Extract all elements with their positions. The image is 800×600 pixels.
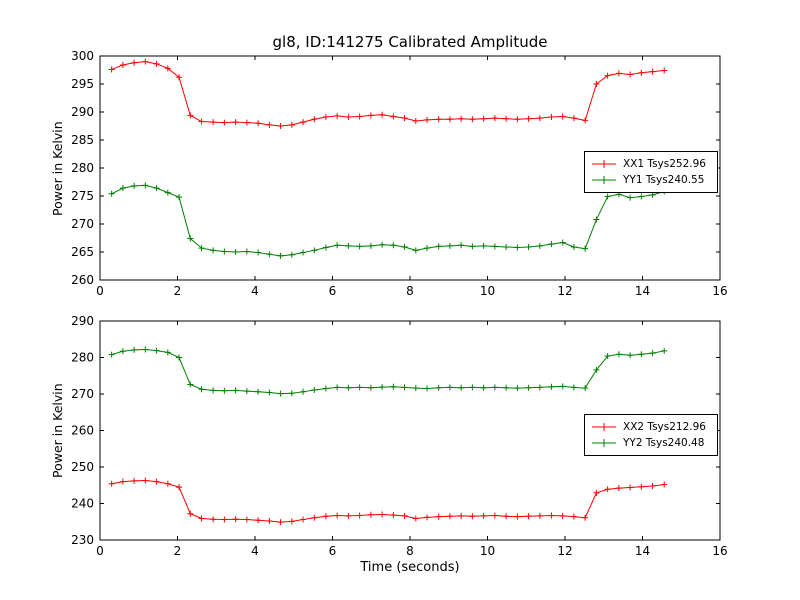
series-markers-xx2 xyxy=(108,477,668,526)
x-tick-label: 12 xyxy=(557,544,572,558)
y-tick-label: 295 xyxy=(71,77,94,91)
y-tick-label: 230 xyxy=(71,533,94,547)
x-tick-label: 8 xyxy=(406,284,414,298)
y-tick-label: 275 xyxy=(71,189,94,203)
x-tick-label: 4 xyxy=(251,544,259,558)
y-tick-label: 280 xyxy=(71,351,94,365)
series-line-yy1 xyxy=(111,184,665,257)
y-tick-label: 300 xyxy=(71,49,94,63)
series-markers-yy1 xyxy=(108,182,668,259)
y-tick-label: 265 xyxy=(71,245,94,259)
x-tick-label: 14 xyxy=(635,544,650,558)
series-line-xx1 xyxy=(111,61,665,127)
series-line-xx2 xyxy=(111,479,665,523)
x-tick-label: 10 xyxy=(480,544,495,558)
y-tick-label: 280 xyxy=(71,161,94,175)
x-tick-label: 14 xyxy=(635,284,650,298)
y-tick-label: 285 xyxy=(71,133,94,147)
legend-entry-yy1: YY1 Tsys240.55 xyxy=(590,172,712,188)
y-tick-label: 240 xyxy=(71,497,94,511)
series-markers-xx1 xyxy=(108,58,668,129)
subplot-1: 0 2 4 6 8 10 12 14 16 260 265 270 275 280 285 290 295 300 xyxy=(71,49,728,298)
legend-entry-yy2: YY2 Tsys240.48 xyxy=(590,435,712,451)
x-axis-label: Time (seconds) xyxy=(360,560,460,575)
bottom-legend: XX2 Tsys212.96 YY2 Tsys240.48 xyxy=(584,414,718,456)
x-tick-label: 12 xyxy=(557,284,572,298)
legend-line-sample-icon xyxy=(592,160,616,168)
x-tick-label: 4 xyxy=(251,284,259,298)
bottom-y-axis-label: Power in Kelvin xyxy=(50,383,65,478)
y-tick-label: 290 xyxy=(71,314,94,328)
legend-line-sample-icon xyxy=(592,176,616,184)
y-tick-label: 260 xyxy=(71,273,94,287)
x-tick-label: 2 xyxy=(174,544,182,558)
y-tick-label: 270 xyxy=(71,387,94,401)
x-tick-label: 0 xyxy=(96,284,104,298)
x-tick-label: 10 xyxy=(480,284,495,298)
legend-label: XX1 Tsys252.96 xyxy=(623,158,706,170)
x-tick-label: 6 xyxy=(329,544,337,558)
x-tick-label: 16 xyxy=(712,544,727,558)
x-tick-label: 0 xyxy=(96,544,104,558)
y-tick-label: 270 xyxy=(71,217,94,231)
x-tick-label: 8 xyxy=(406,544,414,558)
figure-title: gl8, ID:141275 Calibrated Amplitude xyxy=(272,33,548,51)
top-legend: XX1 Tsys252.96 YY1 Tsys240.55 xyxy=(584,151,718,193)
legend-entry-xx2: XX2 Tsys212.96 xyxy=(590,419,712,435)
x-tick-label: 16 xyxy=(712,284,727,298)
y-tick-label: 260 xyxy=(71,424,94,438)
y-tick-label: 290 xyxy=(71,105,94,119)
series-line-yy2 xyxy=(111,348,665,395)
x-tick-label: 2 xyxy=(174,284,182,298)
top-y-axis-label: Power in Kelvin xyxy=(50,121,65,216)
subplot-2: 0 2 4 6 8 10 12 14 16 230 240 250 260 270 280 290 xyxy=(71,314,728,558)
legend-label: YY2 Tsys240.48 xyxy=(623,437,705,449)
legend-line-sample-icon xyxy=(592,439,616,447)
legend-label: XX2 Tsys212.96 xyxy=(623,421,706,433)
legend-entry-xx1: XX1 Tsys252.96 xyxy=(590,156,712,172)
legend-line-sample-icon xyxy=(592,423,616,431)
series-markers-yy2 xyxy=(108,346,668,397)
legend-label: YY1 Tsys240.55 xyxy=(623,174,705,186)
y-tick-label: 250 xyxy=(71,460,94,474)
x-tick-label: 6 xyxy=(329,284,337,298)
